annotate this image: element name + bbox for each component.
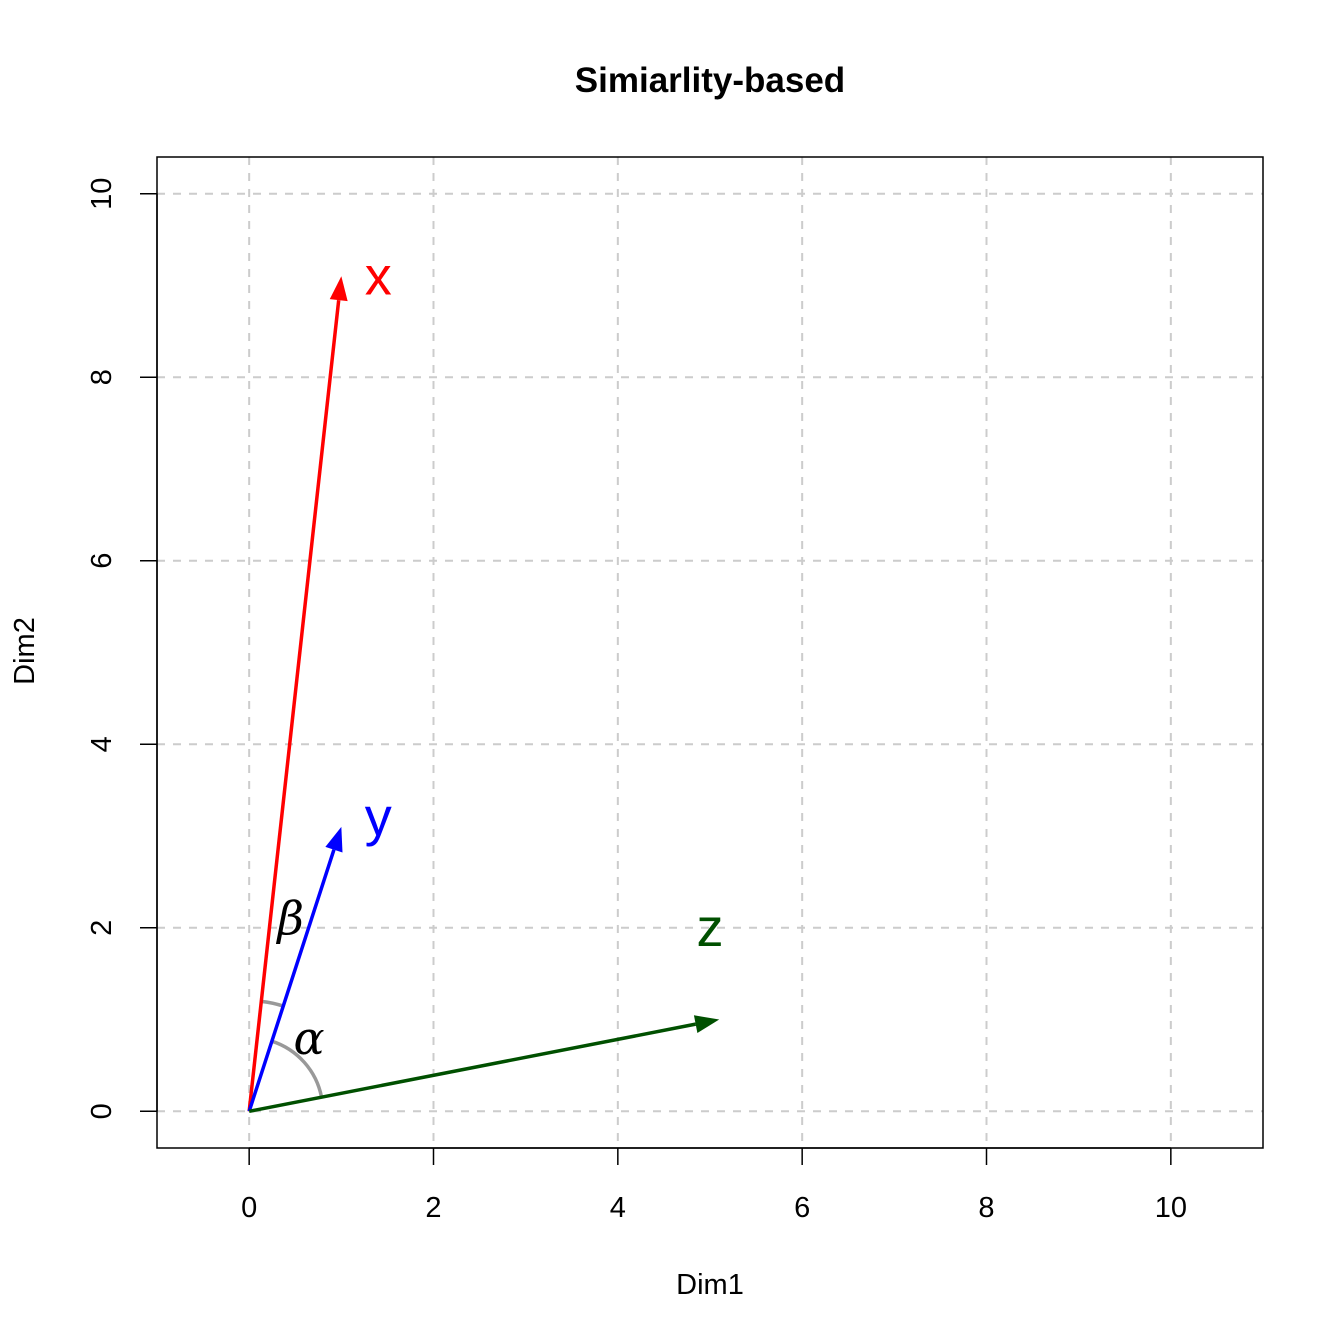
- plot-frame: [156, 156, 1264, 1149]
- y-tick-label-3: 6: [86, 553, 118, 569]
- angle-label-1: β: [275, 892, 304, 946]
- x-tick-label-1: 2: [425, 1192, 441, 1224]
- vector-y-label: y: [365, 788, 392, 848]
- vector-x-label: x: [365, 246, 392, 306]
- vector-z-label: z: [697, 898, 724, 958]
- y-tick-label-0: 0: [86, 1103, 118, 1119]
- y-axis: 0 2 4 6 8 10: [86, 178, 158, 1119]
- x-tick-label-3: 6: [794, 1192, 810, 1224]
- y-tick-label-4: 8: [86, 369, 118, 385]
- y-tick-label-1: 2: [86, 920, 118, 936]
- angle-arc-0: [271, 1039, 324, 1098]
- y-tick-label-5: 10: [86, 178, 118, 210]
- angle-label-0: α: [294, 1011, 325, 1065]
- vector-y-line: [247, 849, 336, 1112]
- vector-y-arrowhead: [325, 826, 343, 853]
- vector-x-arrowhead: [329, 276, 348, 302]
- grid: [157, 157, 1263, 1148]
- chart-title: Simiarlity-based: [575, 61, 845, 100]
- x-tick-label-5: 10: [1155, 1192, 1187, 1224]
- vector-x-line: [247, 299, 341, 1112]
- vectors: x y z α β: [247, 246, 724, 1114]
- x-tick-label-2: 4: [610, 1192, 626, 1224]
- y-tick-label-2: 4: [86, 736, 118, 752]
- y-axis-label: Dim2: [9, 617, 41, 685]
- vector-z-line: [248, 1022, 696, 1114]
- x-axis: 0 2 4 6 8 10: [241, 1147, 1187, 1224]
- vector-z-arrowhead: [693, 1015, 720, 1033]
- angle-arc-1: [261, 999, 284, 1008]
- x-axis-label: Dim1: [676, 1269, 744, 1301]
- x-tick-label-4: 8: [978, 1192, 994, 1224]
- x-tick-label-0: 0: [241, 1192, 257, 1224]
